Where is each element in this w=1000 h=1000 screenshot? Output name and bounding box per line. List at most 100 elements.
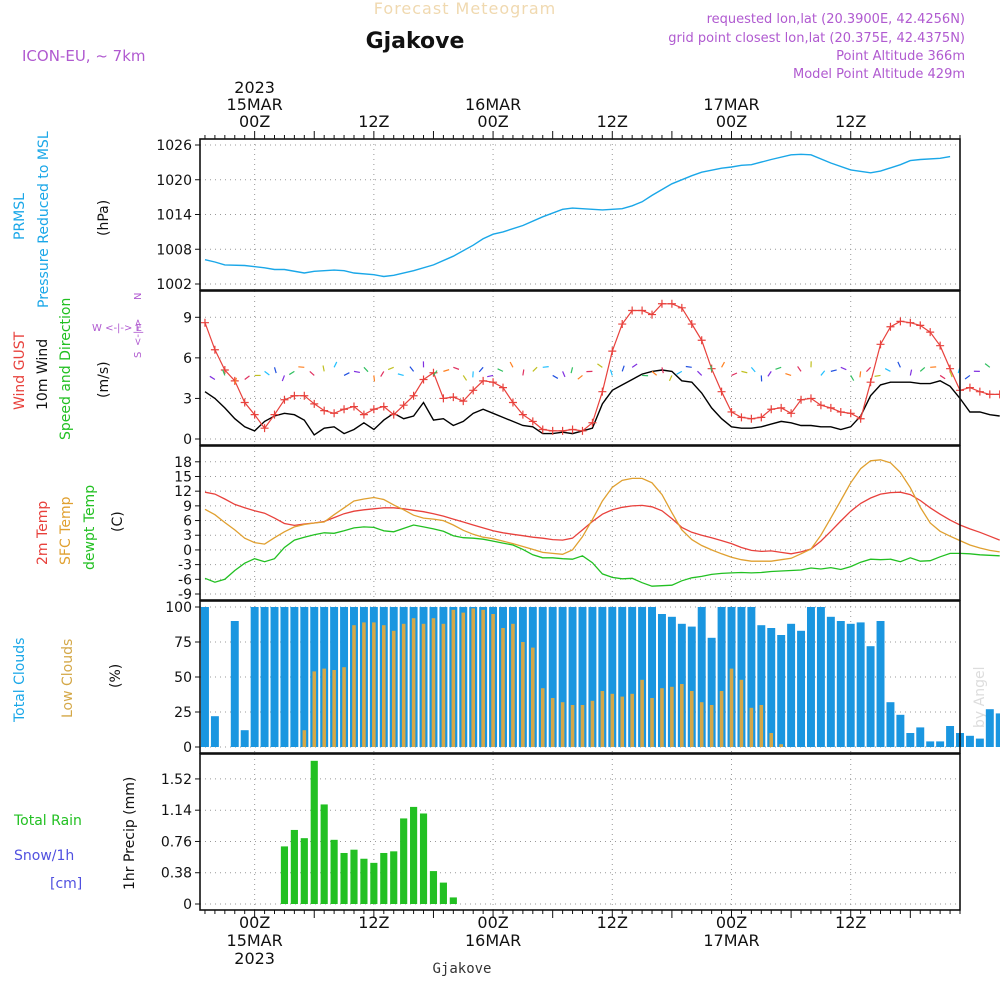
temperature-ytick: 18	[174, 455, 192, 471]
low-clouds-bar	[322, 668, 326, 747]
time-label-top: 00Z	[239, 112, 270, 131]
gust-marker	[538, 425, 547, 434]
prmsl-label: PRMSL	[12, 193, 28, 240]
total-clouds-bar	[290, 607, 299, 747]
total-clouds-bar	[558, 607, 567, 747]
wind10-line	[204, 369, 1000, 436]
gust-marker	[717, 387, 726, 396]
dewpt-line	[204, 524, 1000, 587]
gust-marker	[757, 413, 766, 422]
temperature-ytick: -9	[178, 587, 192, 603]
gust-marker	[379, 402, 388, 411]
low-clouds-bar	[461, 612, 466, 747]
low-clouds-bar	[431, 618, 436, 747]
low-clouds-bar	[362, 622, 366, 747]
low-clouds-bar	[640, 679, 644, 747]
dewpt-label: dewpt Temp	[82, 485, 98, 570]
rain-bar	[290, 829, 298, 904]
gust-marker	[906, 318, 915, 327]
low-clouds-bar	[729, 668, 734, 747]
temperature-ytick: 12	[174, 484, 192, 500]
pressure-panel: 1002 1008 1014 1020 1026	[156, 138, 960, 293]
total-clouds-bar	[965, 735, 974, 747]
gust-marker	[628, 306, 637, 315]
total-clouds-bar	[280, 607, 289, 747]
rain-bar	[429, 871, 438, 904]
gust-marker	[926, 328, 935, 337]
pressure-unit: (hPa)	[96, 200, 112, 236]
compass-s: S	[133, 352, 144, 358]
wind-direction-arrow	[562, 371, 566, 378]
gust-marker	[667, 299, 676, 308]
time-label-top: 12Z	[358, 112, 389, 131]
total-clouds-bar	[975, 738, 984, 747]
rain-bar	[310, 760, 318, 904]
clouds-ytick: 0	[183, 740, 192, 756]
total-clouds-bar	[906, 733, 915, 747]
gust-marker	[518, 410, 527, 419]
total-clouds-bar	[757, 625, 766, 747]
low-clouds-bar	[779, 744, 783, 747]
rain-bar	[410, 806, 418, 904]
gust-marker	[499, 383, 508, 392]
low-clouds-bar	[441, 623, 446, 747]
snow-cm-label: [cm]	[50, 876, 82, 892]
total-clouds-bar	[896, 714, 905, 747]
wind-direction-arrow	[309, 370, 315, 376]
precipitation-ytick: 1.14	[161, 803, 192, 819]
gust-marker	[349, 402, 358, 411]
low-clouds-bar	[719, 691, 724, 747]
low-clouds-bar	[531, 647, 535, 747]
model-label: ICON-EU, ~ 7km	[22, 47, 146, 65]
total-clouds-bar	[807, 607, 815, 747]
gust-marker	[558, 426, 567, 435]
low-clouds-bar	[302, 730, 307, 747]
wind-direction-arrow	[363, 366, 369, 373]
gust-marker	[330, 409, 339, 418]
gust-marker	[677, 303, 686, 312]
gust-marker	[965, 383, 974, 392]
total-clouds-bar	[876, 621, 885, 747]
wind-direction-arrow	[631, 363, 638, 368]
gust-marker	[806, 394, 815, 403]
low-clouds-bar	[769, 733, 774, 747]
wind-direction-arrow	[244, 375, 250, 380]
total-clouds-bar	[926, 741, 935, 747]
rain-bar	[360, 858, 368, 904]
wind-direction-arrow	[281, 375, 286, 382]
compass-ew: W <-|-> E	[92, 323, 142, 334]
wind-direction-arrow	[741, 370, 748, 374]
gust-marker	[916, 321, 925, 330]
faded-title: Forecast Meteogram	[374, 0, 556, 18]
gust-marker	[429, 368, 438, 377]
compass-n: N	[133, 293, 144, 300]
wind-direction-arrow	[487, 374, 494, 378]
low-clouds-bar	[521, 642, 525, 747]
snow-label: Snow/1h	[14, 848, 74, 864]
clouds-ytick: 75	[174, 635, 192, 651]
gust-marker	[697, 336, 706, 345]
total-clouds-bar	[667, 616, 676, 747]
wind-direction-arrow	[509, 361, 514, 368]
total-clouds-bar	[717, 607, 726, 747]
time-label-top: 00Z	[477, 112, 508, 131]
gust-marker	[797, 395, 806, 404]
rain-bar	[350, 849, 358, 904]
total-rain-label: Total Rain	[13, 813, 82, 829]
time-label-bottom: 12Z	[358, 913, 389, 932]
wind-direction-arrow	[767, 371, 772, 377]
low-clouds-bar	[620, 696, 625, 747]
wind-direction-arrow	[298, 366, 305, 368]
wind-direction-arrow	[532, 366, 538, 372]
gust-marker	[508, 398, 517, 407]
temperature-ytick: 9	[183, 499, 192, 515]
rain-bar	[320, 804, 328, 904]
time-label-bottom: 17MAR	[703, 931, 759, 950]
total-clouds-bar	[638, 607, 647, 747]
wind-direction-arrow	[373, 375, 376, 382]
total-clouds-bar	[618, 607, 627, 747]
gust-marker	[638, 306, 647, 315]
wind-direction-arrow	[552, 374, 559, 379]
gust-marker	[618, 320, 627, 329]
